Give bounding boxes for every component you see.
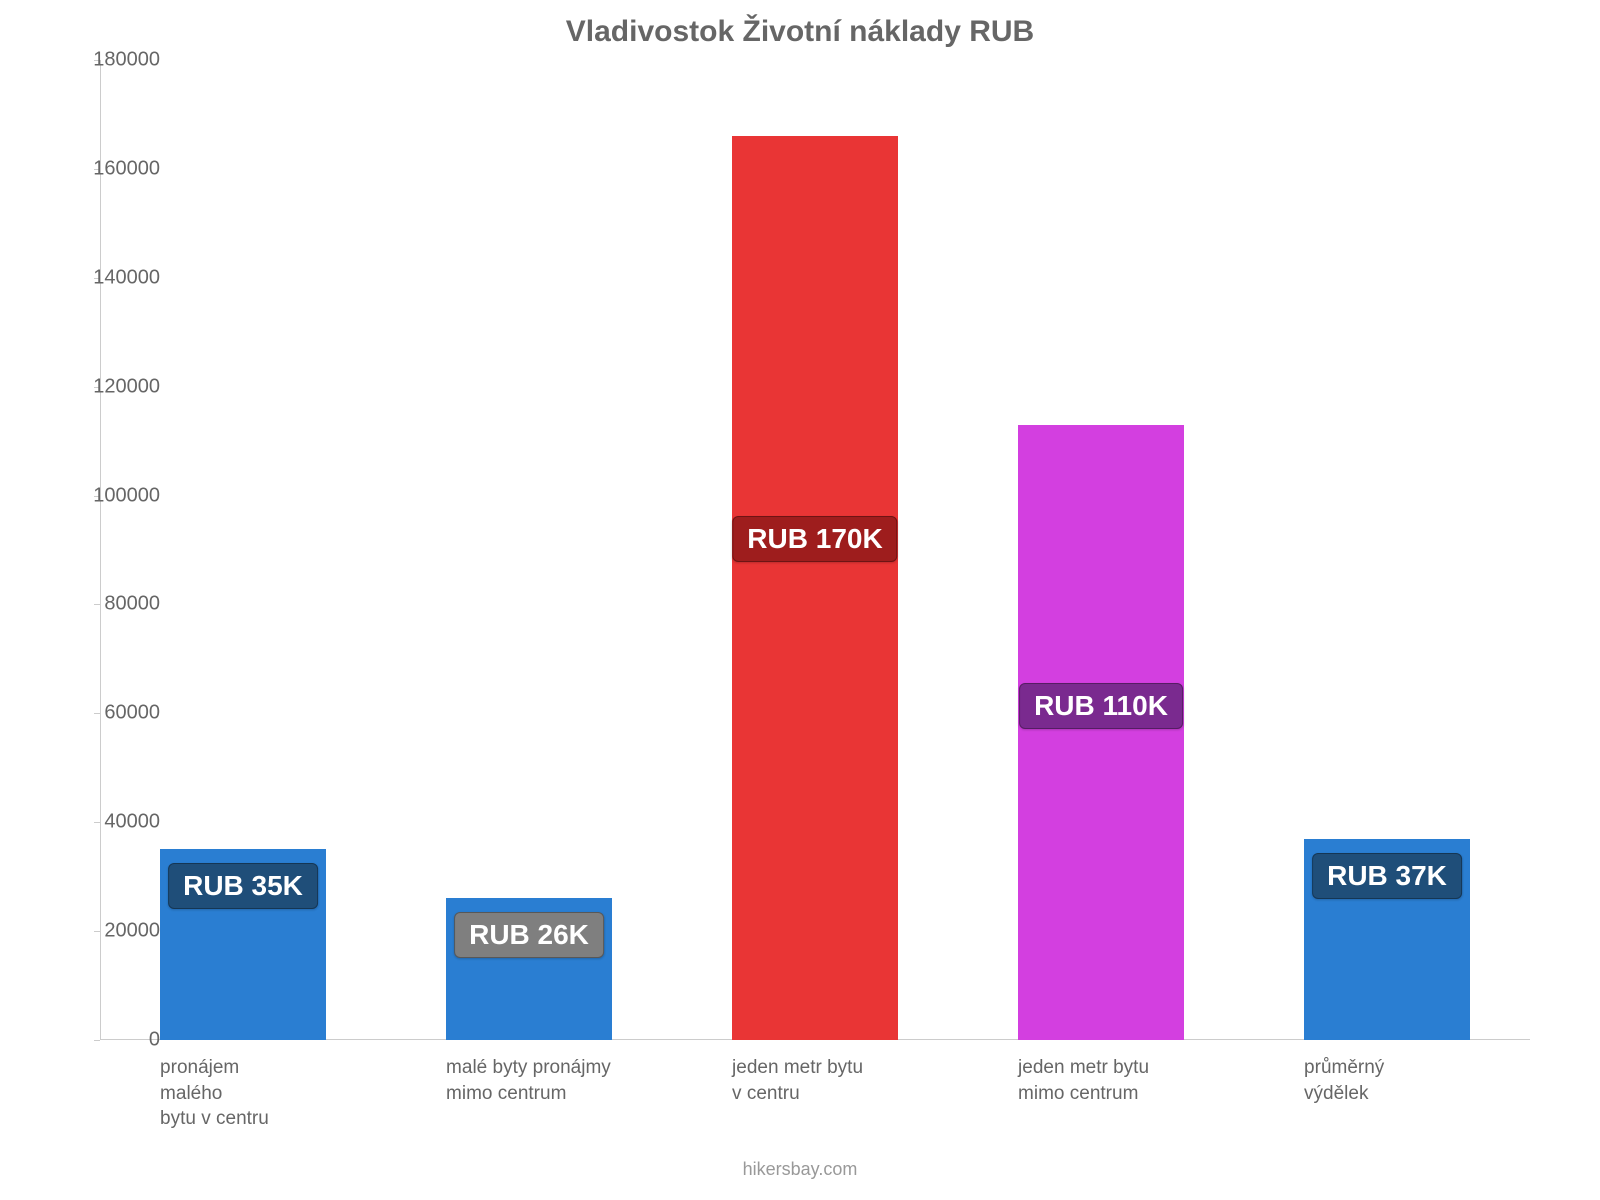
y-tick-label: 100000 [70,484,160,507]
chart-container: Vladivostok Životní náklady RUB RUB 35KR… [0,0,1600,1200]
y-tick-label: 120000 [70,375,160,398]
chart-footer: hikersbay.com [0,1159,1600,1180]
chart-title: Vladivostok Životní náklady RUB [0,15,1600,49]
bar [1018,425,1184,1040]
y-tick-label: 160000 [70,157,160,180]
y-tick-label: 40000 [70,811,160,834]
y-tick-label: 140000 [70,266,160,289]
y-tick-label: 20000 [70,920,160,943]
category-label: malé byty pronájmy mimo centrum [446,1055,652,1106]
value-badge: RUB 37K [1312,853,1462,899]
category-label: pronájem malého bytu v centru [160,1055,366,1132]
y-tick-label: 60000 [70,702,160,725]
value-badge: RUB 35K [168,863,318,909]
plot-area: RUB 35K RUB 26K RUB 170K RUB 110K RUB 37K [100,60,1530,1040]
value-badge: RUB 110K [1019,683,1183,729]
y-tick-label: 80000 [70,593,160,616]
category-label: jeden metr bytu v centru [732,1055,938,1106]
category-label: jeden metr bytu mimo centrum [1018,1055,1224,1106]
value-badge: RUB 26K [454,912,604,958]
y-axis [100,60,101,1040]
category-label: průměrný výdělek [1304,1055,1510,1106]
y-tick-label: 180000 [70,49,160,72]
bar [732,136,898,1040]
y-tick-label: 0 [70,1029,160,1052]
value-badge: RUB 170K [732,516,897,562]
